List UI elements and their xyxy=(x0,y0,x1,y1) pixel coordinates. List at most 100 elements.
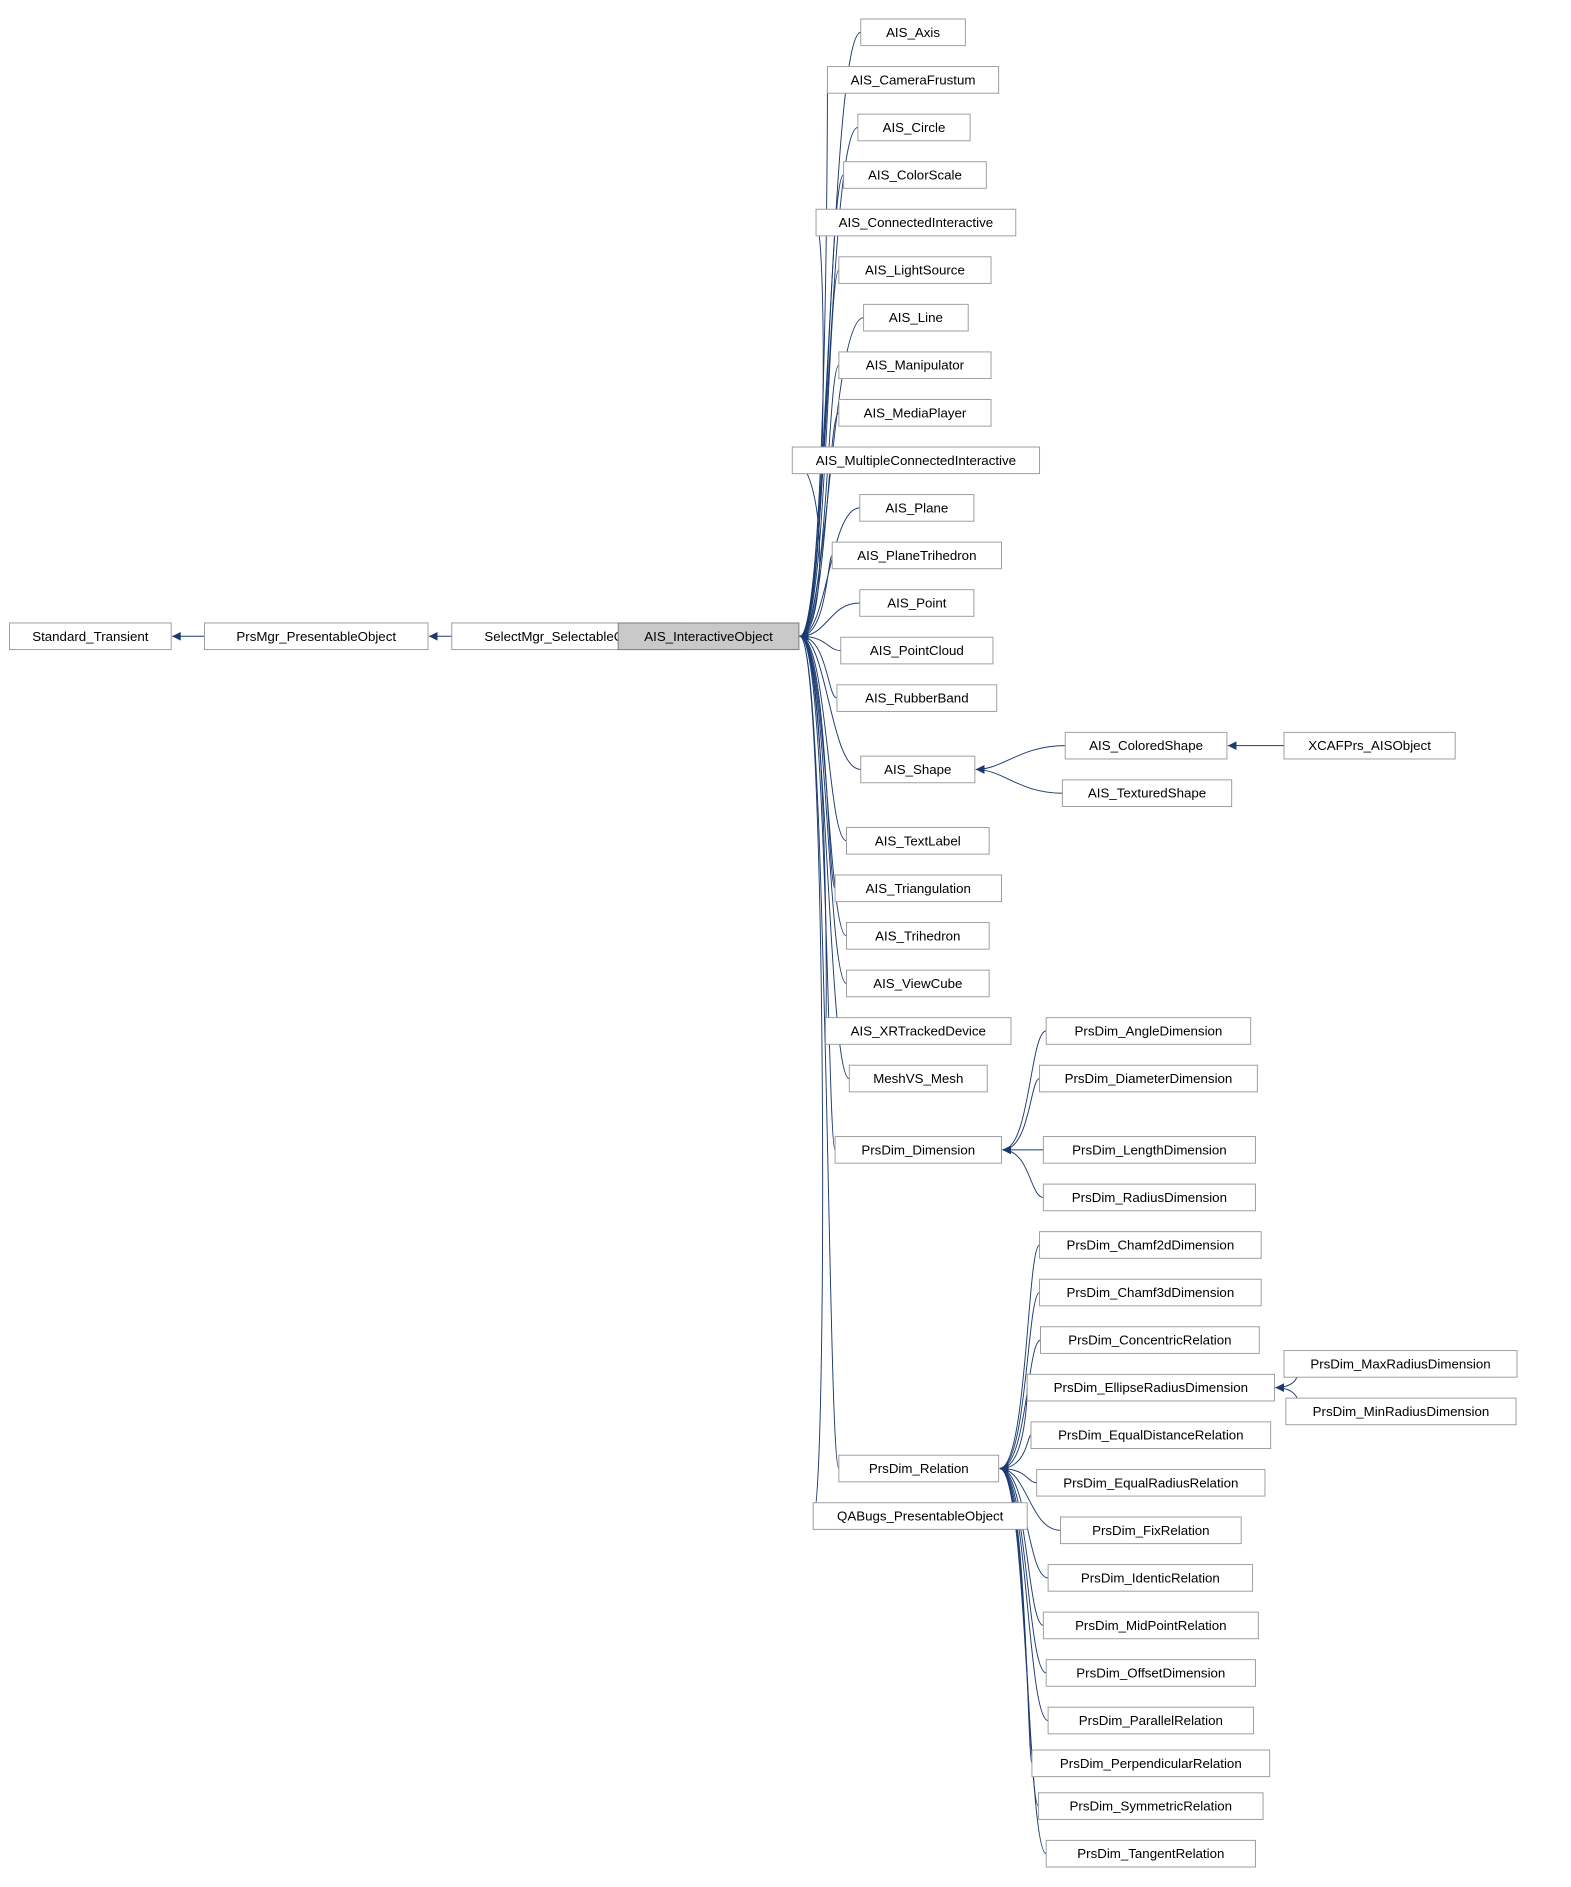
class-label: AIS_Circle xyxy=(883,120,946,135)
class-label: AIS_ColoredShape xyxy=(1089,738,1203,753)
class-label: PrsDim_EqualDistanceRelation xyxy=(1058,1428,1244,1443)
class-label: AIS_LightSource xyxy=(865,263,965,278)
class-label: PrsDim_ParallelRelation xyxy=(1079,1713,1223,1728)
class-node[interactable]: PrsDim_ParallelRelation xyxy=(1048,1707,1253,1734)
class-label: AIS_Line xyxy=(889,310,943,325)
inheritance-diagram: Standard_Transient PrsMgr_PresentableObje… xyxy=(0,0,1571,1887)
class-node[interactable]: PrsDim_LengthDimension xyxy=(1043,1137,1255,1164)
class-node[interactable]: PrsDim_OffsetDimension xyxy=(1046,1660,1255,1687)
class-node[interactable]: PrsDim_IdenticRelation xyxy=(1048,1565,1252,1592)
class-node[interactable]: AIS_Circle xyxy=(858,114,970,141)
class-node[interactable]: PrsDim_RadiusDimension xyxy=(1043,1184,1255,1211)
class-label: AIS_TexturedShape xyxy=(1088,786,1206,801)
class-node[interactable]: AIS_ViewCube xyxy=(846,970,989,997)
class-label: PrsDim_MinRadiusDimension xyxy=(1313,1404,1490,1419)
class-node[interactable]: PrsDim_TangentRelation xyxy=(1046,1840,1255,1867)
class-node[interactable]: AIS_TexturedShape xyxy=(1062,780,1231,807)
class-node[interactable]: XCAFPrs_AISObject xyxy=(1284,732,1455,759)
class-node[interactable]: AIS_ColoredShape xyxy=(1065,732,1227,759)
class-label: AIS_Plane xyxy=(885,500,948,515)
class-node[interactable]: AIS_Triangulation xyxy=(835,875,1001,902)
class-node[interactable]: PrsDim_FixRelation xyxy=(1060,1517,1241,1544)
class-node[interactable]: AIS_Axis xyxy=(861,19,966,46)
class-label: PrsDim_EllipseRadiusDimension xyxy=(1054,1380,1248,1395)
class-node[interactable]: AIS_ColorScale xyxy=(844,162,987,189)
class-node[interactable]: AIS_Manipulator xyxy=(839,352,991,379)
class-label: PrsDim_IdenticRelation xyxy=(1081,1570,1220,1585)
class-node[interactable]: PrsDim_DiameterDimension xyxy=(1040,1065,1258,1092)
class-node[interactable]: PrsDim_MidPointRelation xyxy=(1043,1612,1258,1639)
class-label: PrsDim_EqualRadiusRelation xyxy=(1063,1475,1238,1490)
class-label: MeshVS_Mesh xyxy=(873,1071,963,1086)
class-node[interactable]: PrsMgr_PresentableObject xyxy=(204,623,428,650)
class-label: PrsDim_SymmetricRelation xyxy=(1070,1799,1233,1814)
class-label: AIS_Axis xyxy=(886,25,940,40)
class-node[interactable]: PrsDim_Relation xyxy=(839,1455,999,1482)
class-label: PrsDim_TangentRelation xyxy=(1077,1846,1224,1861)
class-label: PrsDim_MidPointRelation xyxy=(1075,1618,1227,1633)
class-node[interactable]: AIS_Plane xyxy=(860,495,974,522)
class-node[interactable]: AIS_XRTrackedDevice xyxy=(826,1018,1011,1045)
class-node[interactable]: QABugs_PresentableObject xyxy=(813,1503,1027,1530)
class-node[interactable]: AIS_Trihedron xyxy=(846,923,989,950)
class-node[interactable]: AIS_RubberBand xyxy=(837,685,997,712)
class-node[interactable]: AIS_Line xyxy=(864,304,969,331)
class-node[interactable]: AIS_Shape xyxy=(861,756,975,783)
class-label: PrsDim_AngleDimension xyxy=(1075,1023,1223,1038)
class-node[interactable]: PrsDim_ConcentricRelation xyxy=(1040,1327,1259,1354)
class-node[interactable]: PrsDim_EqualRadiusRelation xyxy=(1037,1469,1265,1496)
class-node[interactable]: AIS_InteractiveObject xyxy=(618,623,799,650)
class-node[interactable]: PrsDim_PerpendicularRelation xyxy=(1032,1750,1270,1777)
class-node[interactable]: PrsDim_Dimension xyxy=(835,1137,1001,1164)
class-node[interactable]: PrsDim_AngleDimension xyxy=(1046,1018,1250,1045)
class-node[interactable]: PrsDim_MinRadiusDimension xyxy=(1286,1398,1516,1425)
class-label: PrsDim_Relation xyxy=(869,1461,969,1476)
class-label: QABugs_PresentableObject xyxy=(837,1509,1004,1524)
class-label: PrsDim_FixRelation xyxy=(1092,1523,1209,1538)
class-node[interactable]: AIS_ConnectedInteractive xyxy=(816,209,1016,236)
class-node[interactable]: AIS_CameraFrustum xyxy=(827,67,998,94)
class-label: AIS_Manipulator xyxy=(866,358,965,373)
class-label: AIS_Triangulation xyxy=(866,881,971,896)
class-node[interactable]: AIS_MediaPlayer xyxy=(839,399,991,426)
class-node[interactable]: PrsDim_Chamf3dDimension xyxy=(1040,1279,1262,1306)
class-node[interactable]: AIS_Point xyxy=(860,590,974,617)
class-label: AIS_XRTrackedDevice xyxy=(851,1023,986,1038)
class-label: XCAFPrs_AISObject xyxy=(1308,738,1431,753)
class-label: AIS_CameraFrustum xyxy=(851,72,976,87)
class-label: AIS_PointCloud xyxy=(870,643,964,658)
class-label: PrsMgr_PresentableObject xyxy=(236,629,396,644)
class-node[interactable]: MeshVS_Mesh xyxy=(849,1065,987,1092)
class-label: AIS_Shape xyxy=(884,762,951,777)
class-label: PrsDim_MaxRadiusDimension xyxy=(1310,1356,1490,1371)
class-label: AIS_RubberBand xyxy=(865,691,969,706)
class-label: PrsDim_OffsetDimension xyxy=(1076,1665,1225,1680)
class-node[interactable]: PrsDim_MaxRadiusDimension xyxy=(1284,1351,1517,1378)
class-node[interactable]: AIS_PlaneTrihedron xyxy=(832,542,1001,569)
class-node[interactable]: PrsDim_EqualDistanceRelation xyxy=(1031,1422,1271,1449)
class-label: PrsDim_PerpendicularRelation xyxy=(1060,1756,1242,1771)
class-label: AIS_MultipleConnectedInteractive xyxy=(816,453,1016,468)
class-node[interactable]: PrsDim_EllipseRadiusDimension xyxy=(1027,1374,1274,1401)
class-label: AIS_ColorScale xyxy=(868,168,962,183)
class-label: AIS_Point xyxy=(887,595,946,610)
class-node[interactable]: PrsDim_SymmetricRelation xyxy=(1039,1793,1263,1820)
class-label: AIS_TextLabel xyxy=(875,833,961,848)
class-label: PrsDim_Chamf2dDimension xyxy=(1066,1237,1234,1252)
class-node[interactable]: AIS_TextLabel xyxy=(846,827,989,854)
class-node[interactable]: AIS_LightSource xyxy=(839,257,991,284)
class-node[interactable]: AIS_MultipleConnectedInteractive xyxy=(792,447,1039,474)
class-node[interactable]: AIS_PointCloud xyxy=(841,637,993,664)
class-label: AIS_ConnectedInteractive xyxy=(839,215,994,230)
class-label: AIS_Trihedron xyxy=(875,928,960,943)
class-label: PrsDim_Dimension xyxy=(861,1142,975,1157)
class-node[interactable]: Standard_Transient xyxy=(10,623,172,650)
class-label: PrsDim_RadiusDimension xyxy=(1072,1190,1227,1205)
class-label: AIS_ViewCube xyxy=(873,976,962,991)
class-label: PrsDim_ConcentricRelation xyxy=(1068,1333,1231,1348)
class-label: AIS_MediaPlayer xyxy=(864,405,967,420)
class-label: AIS_PlaneTrihedron xyxy=(857,548,976,563)
class-node[interactable]: PrsDim_Chamf2dDimension xyxy=(1040,1232,1262,1259)
class-label: PrsDim_Chamf3dDimension xyxy=(1066,1285,1234,1300)
class-label: AIS_InteractiveObject xyxy=(644,629,773,644)
